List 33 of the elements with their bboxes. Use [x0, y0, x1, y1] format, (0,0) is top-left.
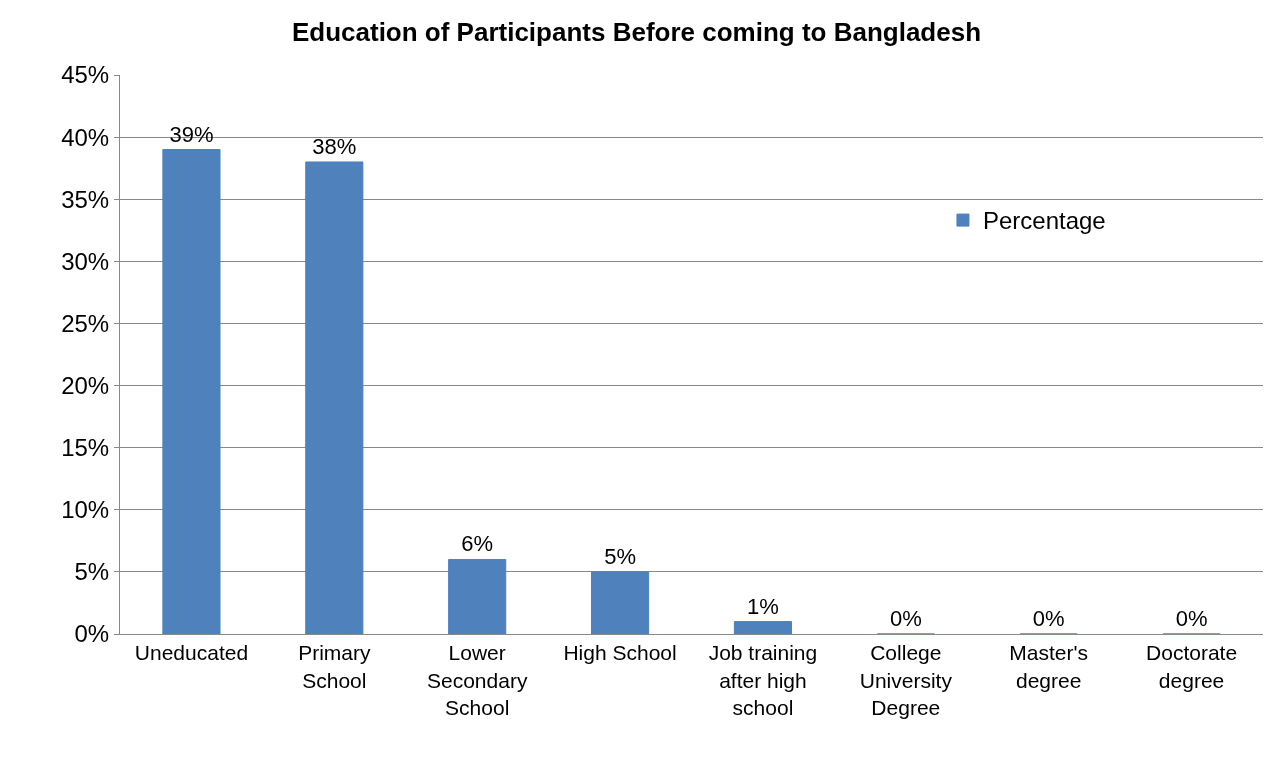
- bar: [448, 558, 507, 634]
- y-tick-label: 40%: [61, 123, 110, 151]
- x-tick-label: High School: [563, 641, 677, 665]
- x-tick-label: Primary School: [298, 641, 371, 692]
- data-label: 0%: [889, 606, 922, 631]
- y-tick-label: 45%: [61, 61, 110, 89]
- x-tick-label: Lower Secondary School: [426, 641, 528, 719]
- x-tick-label: Doctorate degree: [1146, 641, 1238, 692]
- data-label: 5%: [604, 543, 636, 569]
- bar: [733, 621, 793, 634]
- y-tick-label: 5%: [74, 558, 110, 586]
- x-tick-label: Job training after high school: [708, 641, 818, 719]
- legend-label: Percentage: [982, 207, 1106, 235]
- data-label: 0%: [1032, 606, 1065, 631]
- data-label: 39%: [169, 121, 214, 147]
- y-tick-label: 25%: [61, 309, 110, 337]
- y-tick-label: 10%: [61, 496, 110, 524]
- y-tick-label: 30%: [61, 247, 110, 275]
- x-tick-label: College University Degree: [859, 641, 953, 719]
- bar: [162, 149, 221, 634]
- y-tick-label: 20%: [61, 371, 110, 399]
- data-label: 38%: [312, 133, 357, 159]
- data-label: 0%: [1175, 606, 1208, 631]
- y-tick-label: 35%: [61, 185, 110, 213]
- bar: [305, 161, 364, 634]
- data-label: 6%: [461, 531, 494, 557]
- x-tick-label: Uneducated: [134, 641, 249, 665]
- y-tick-label: 0%: [74, 620, 110, 648]
- x-tick-label: Master's degree: [1009, 641, 1089, 692]
- y-tick-label: 15%: [61, 434, 110, 462]
- chart-title: Education of Participants Before coming to Bangladesh: [291, 17, 982, 48]
- bar: [590, 571, 650, 634]
- data-label: 1%: [747, 593, 779, 619]
